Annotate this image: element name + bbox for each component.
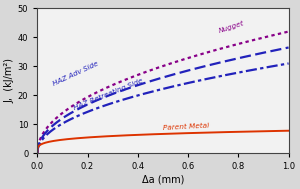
Text: HAZ Adv Side: HAZ Adv Side — [52, 60, 100, 87]
Text: HAZ Retreating Side: HAZ Retreating Side — [73, 77, 144, 111]
Y-axis label: J,  (kJ/m²): J, (kJ/m²) — [5, 58, 15, 103]
Text: Nugget: Nugget — [218, 20, 245, 34]
Text: Parent Metal: Parent Metal — [163, 122, 209, 131]
X-axis label: Δa (mm): Δa (mm) — [142, 174, 184, 184]
